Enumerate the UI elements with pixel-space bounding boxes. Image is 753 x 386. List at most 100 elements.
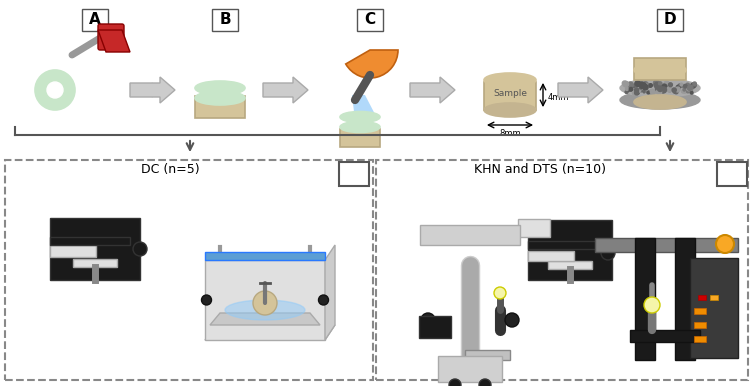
Polygon shape — [352, 95, 378, 120]
Text: 8mm: 8mm — [499, 129, 521, 137]
FancyBboxPatch shape — [528, 241, 600, 249]
Circle shape — [636, 91, 639, 95]
Polygon shape — [325, 245, 335, 340]
Circle shape — [644, 297, 660, 313]
Ellipse shape — [620, 79, 700, 97]
Circle shape — [633, 85, 636, 87]
FancyBboxPatch shape — [50, 218, 140, 280]
Ellipse shape — [634, 63, 686, 77]
Circle shape — [684, 85, 687, 88]
Polygon shape — [595, 238, 738, 252]
Circle shape — [635, 88, 639, 92]
Circle shape — [494, 287, 506, 299]
Circle shape — [649, 84, 652, 87]
Ellipse shape — [35, 70, 75, 110]
FancyBboxPatch shape — [50, 237, 130, 245]
Circle shape — [630, 88, 633, 91]
Polygon shape — [205, 260, 325, 340]
Circle shape — [687, 90, 689, 93]
Circle shape — [661, 84, 667, 90]
Circle shape — [626, 88, 628, 90]
Circle shape — [421, 313, 435, 327]
Circle shape — [684, 87, 689, 91]
Circle shape — [651, 89, 654, 93]
FancyBboxPatch shape — [690, 258, 738, 358]
Circle shape — [601, 246, 615, 260]
Polygon shape — [205, 325, 335, 340]
Circle shape — [682, 88, 687, 93]
Circle shape — [202, 295, 212, 305]
Circle shape — [687, 86, 692, 90]
FancyBboxPatch shape — [717, 162, 747, 186]
Ellipse shape — [195, 91, 245, 105]
Circle shape — [635, 83, 639, 87]
Circle shape — [676, 85, 681, 89]
Text: A: A — [89, 12, 101, 27]
Circle shape — [660, 87, 666, 93]
FancyBboxPatch shape — [419, 316, 451, 338]
Circle shape — [643, 91, 645, 93]
FancyBboxPatch shape — [420, 225, 520, 245]
Circle shape — [639, 87, 642, 89]
Circle shape — [479, 379, 491, 386]
FancyBboxPatch shape — [376, 160, 748, 380]
Polygon shape — [263, 77, 308, 103]
FancyBboxPatch shape — [694, 308, 706, 314]
FancyBboxPatch shape — [710, 295, 718, 300]
Ellipse shape — [620, 91, 700, 109]
Circle shape — [650, 90, 655, 95]
FancyBboxPatch shape — [657, 9, 683, 31]
Circle shape — [622, 81, 626, 85]
Polygon shape — [558, 77, 603, 103]
Circle shape — [640, 83, 646, 88]
FancyBboxPatch shape — [518, 219, 550, 237]
FancyBboxPatch shape — [635, 238, 655, 360]
Circle shape — [668, 88, 672, 92]
Circle shape — [647, 91, 650, 94]
Circle shape — [686, 83, 689, 86]
Circle shape — [672, 88, 676, 92]
Ellipse shape — [47, 82, 63, 98]
Ellipse shape — [484, 73, 536, 87]
Circle shape — [639, 82, 644, 86]
Circle shape — [319, 295, 328, 305]
Circle shape — [661, 86, 663, 89]
Circle shape — [678, 84, 681, 86]
FancyBboxPatch shape — [82, 9, 108, 31]
FancyBboxPatch shape — [694, 336, 706, 342]
Ellipse shape — [634, 95, 686, 109]
FancyBboxPatch shape — [694, 322, 706, 328]
Ellipse shape — [484, 103, 536, 117]
Ellipse shape — [195, 81, 245, 95]
FancyBboxPatch shape — [698, 295, 706, 300]
Circle shape — [673, 89, 678, 93]
Circle shape — [641, 86, 643, 88]
Circle shape — [640, 83, 645, 88]
Circle shape — [449, 379, 461, 386]
Circle shape — [681, 85, 684, 88]
Text: D: D — [663, 12, 676, 27]
FancyBboxPatch shape — [339, 162, 369, 186]
Circle shape — [654, 82, 660, 88]
Circle shape — [657, 86, 663, 91]
Wedge shape — [346, 50, 398, 78]
Circle shape — [635, 81, 639, 85]
Circle shape — [642, 85, 648, 90]
Text: B: B — [219, 12, 231, 27]
Circle shape — [626, 84, 633, 90]
FancyBboxPatch shape — [73, 259, 117, 267]
Text: F: F — [727, 166, 737, 181]
Circle shape — [636, 81, 641, 86]
Circle shape — [645, 87, 648, 90]
Circle shape — [687, 84, 691, 88]
FancyBboxPatch shape — [528, 251, 574, 261]
FancyBboxPatch shape — [675, 238, 695, 360]
Circle shape — [253, 291, 277, 315]
Circle shape — [645, 84, 648, 88]
FancyBboxPatch shape — [205, 252, 325, 260]
Polygon shape — [630, 330, 700, 342]
Circle shape — [680, 83, 683, 86]
Circle shape — [691, 88, 694, 90]
Circle shape — [674, 89, 677, 92]
Polygon shape — [130, 77, 175, 103]
